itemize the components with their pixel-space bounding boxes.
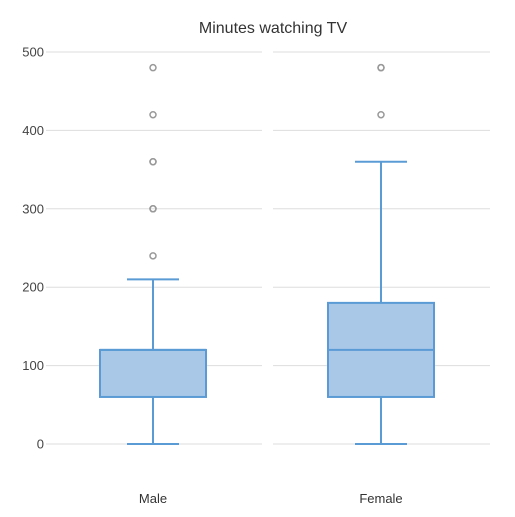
outlier-point bbox=[149, 205, 157, 213]
boxes bbox=[99, 63, 435, 445]
outlier-point bbox=[149, 63, 157, 72]
y-tick-label: 100 bbox=[22, 358, 44, 373]
y-axis-ticks: 0 100 200 300 400 500 bbox=[22, 45, 44, 452]
box-group-male bbox=[99, 63, 207, 445]
chart-title: Minutes watching TV bbox=[199, 20, 348, 37]
outlier-point bbox=[377, 110, 385, 119]
y-tick-label: 400 bbox=[22, 123, 44, 138]
box-group-female bbox=[327, 63, 435, 445]
y-tick-label: 300 bbox=[22, 201, 44, 216]
category-label-male: Male bbox=[139, 491, 167, 506]
x-axis-categories: Male Female bbox=[139, 491, 403, 506]
outlier-point bbox=[377, 63, 385, 72]
y-tick-label: 500 bbox=[22, 45, 44, 60]
y-tick-label: 0 bbox=[37, 437, 44, 452]
category-label-female: Female bbox=[359, 491, 402, 506]
iqr-box bbox=[99, 348, 207, 398]
outlier-point bbox=[149, 158, 157, 166]
y-tick-label: 200 bbox=[22, 280, 44, 295]
outlier-point bbox=[149, 110, 157, 119]
outlier-point bbox=[149, 252, 157, 260]
